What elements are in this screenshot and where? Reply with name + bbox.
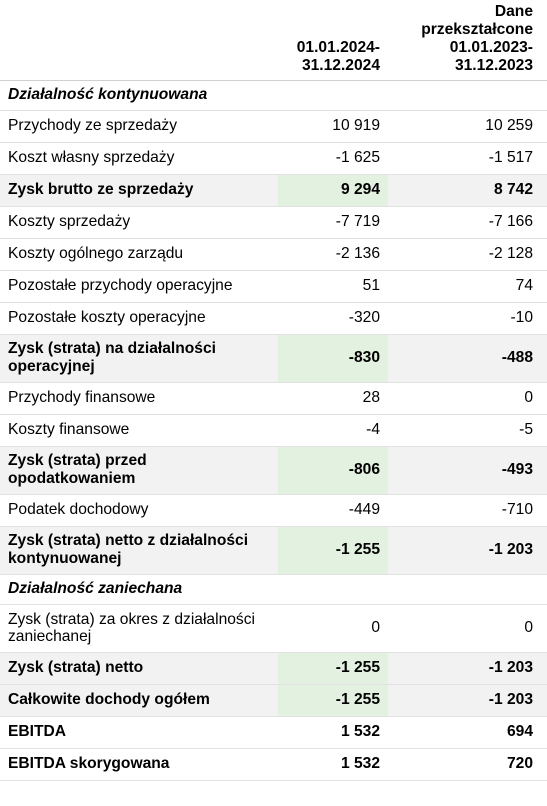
row-label: Zysk (strata) netto <box>0 652 278 685</box>
header-current-line: 31.12.2024 <box>301 56 380 74</box>
row-value-previous: -1 203 <box>388 684 547 717</box>
row-value-current: 10 919 <box>278 110 388 143</box>
row-label: Zysk (strata) za okres z działalności za… <box>0 604 278 653</box>
table-row-subtotal: Zysk brutto ze sprzedaży 9 294 8 742 <box>0 174 547 207</box>
table-row-total: EBITDA skorygowana 1 532 720 <box>0 748 547 781</box>
row-value-current: 1 532 <box>278 716 388 749</box>
section-row-discontinued: Działalność zaniechana <box>0 574 547 605</box>
row-value-previous: 0 <box>388 382 547 415</box>
row-value-previous: 694 <box>388 716 547 749</box>
table-row: Przychody finansowe 28 0 <box>0 382 547 415</box>
row-label: Koszty finansowe <box>0 414 278 447</box>
header-label-column <box>0 0 278 81</box>
row-value-previous: -1 203 <box>388 652 547 685</box>
row-label: Pozostałe przychody operacyjne <box>0 270 278 303</box>
row-label: Koszt własny sprzedaży <box>0 142 278 175</box>
table-row-subtotal: Zysk (strata) netto z działalności konty… <box>0 526 547 575</box>
row-value-previous: 8 742 <box>388 174 547 207</box>
row-value-current <box>278 574 388 605</box>
row-label: Przychody ze sprzedaży <box>0 110 278 143</box>
row-label: Przychody finansowe <box>0 382 278 415</box>
row-value-previous: -2 128 <box>388 238 547 271</box>
financial-statement-table: 01.01.2024- 31.12.2024 Dane przekształco… <box>0 0 547 781</box>
table-row-total: EBITDA 1 532 694 <box>0 716 547 749</box>
table-row: Koszty sprzedaży -7 719 -7 166 <box>0 206 547 239</box>
row-label: Zysk (strata) netto z działalności konty… <box>0 526 278 575</box>
row-value-previous: -493 <box>388 446 547 495</box>
row-value-previous: 10 259 <box>388 110 547 143</box>
row-label: Podatek dochodowy <box>0 494 278 527</box>
row-value-current: -1 255 <box>278 526 388 575</box>
row-value-current: 28 <box>278 382 388 415</box>
row-value-previous <box>388 80 547 111</box>
header-previous-line: 31.12.2023 <box>454 56 533 74</box>
row-value-current: -4 <box>278 414 388 447</box>
row-value-previous: 74 <box>388 270 547 303</box>
table-row: Koszty finansowe -4 -5 <box>0 414 547 447</box>
table-row-subtotal: Całkowite dochody ogółem -1 255 -1 203 <box>0 684 547 717</box>
row-label: Działalność zaniechana <box>0 574 278 605</box>
row-value-current: 0 <box>278 604 388 653</box>
row-value-current: -2 136 <box>278 238 388 271</box>
row-value-previous: 0 <box>388 604 547 653</box>
row-value-previous: -5 <box>388 414 547 447</box>
row-label: EBITDA <box>0 716 278 749</box>
table-row: Przychody ze sprzedaży 10 919 10 259 <box>0 110 547 143</box>
table-row: Pozostałe przychody operacyjne 51 74 <box>0 270 547 303</box>
row-label: Zysk (strata) na działalności operacyjne… <box>0 334 278 383</box>
row-label: EBITDA skorygowana <box>0 748 278 781</box>
table-row-subtotal: Zysk (strata) przed opodatkowaniem -806 … <box>0 446 547 495</box>
row-value-current: -320 <box>278 302 388 335</box>
table-row: Podatek dochodowy -449 -710 <box>0 494 547 527</box>
row-label: Koszty sprzedaży <box>0 206 278 239</box>
row-value-current: -806 <box>278 446 388 495</box>
section-row-continuing: Działalność kontynuowana <box>0 80 547 111</box>
row-value-previous: -710 <box>388 494 547 527</box>
table-row: Koszt własny sprzedaży -1 625 -1 517 <box>0 142 547 175</box>
row-value-current: 51 <box>278 270 388 303</box>
row-label: Pozostałe koszty operacyjne <box>0 302 278 335</box>
row-value-current: -1 625 <box>278 142 388 175</box>
header-current-line: 01.01.2024- <box>296 38 380 56</box>
table-header-row: 01.01.2024- 31.12.2024 Dane przekształco… <box>0 0 547 81</box>
row-value-previous: 720 <box>388 748 547 781</box>
table-row: Koszty ogólnego zarządu -2 136 -2 128 <box>0 238 547 271</box>
row-value-current: -830 <box>278 334 388 383</box>
row-value-current: 9 294 <box>278 174 388 207</box>
table-row: Pozostałe koszty operacyjne -320 -10 <box>0 302 547 335</box>
row-value-current <box>278 80 388 111</box>
header-previous-period: Dane przekształcone 01.01.2023- 31.12.20… <box>388 0 547 81</box>
row-value-current: -1 255 <box>278 652 388 685</box>
row-value-previous: -1 203 <box>388 526 547 575</box>
row-value-previous: -10 <box>388 302 547 335</box>
header-current-period: 01.01.2024- 31.12.2024 <box>278 0 388 81</box>
table-row-subtotal: Zysk (strata) na działalności operacyjne… <box>0 334 547 383</box>
row-value-current: -449 <box>278 494 388 527</box>
row-value-previous: -488 <box>388 334 547 383</box>
row-label: Zysk (strata) przed opodatkowaniem <box>0 446 278 495</box>
table-row-subtotal: Zysk (strata) netto -1 255 -1 203 <box>0 652 547 685</box>
header-previous-line: przekształcone <box>421 20 533 38</box>
row-value-current: -1 255 <box>278 684 388 717</box>
header-previous-line: Dane <box>494 2 533 20</box>
table-row: Zysk (strata) za okres z działalności za… <box>0 604 547 653</box>
row-label: Działalność kontynuowana <box>0 80 278 111</box>
row-value-previous: -1 517 <box>388 142 547 175</box>
row-value-current: -7 719 <box>278 206 388 239</box>
row-value-previous <box>388 574 547 605</box>
row-label: Koszty ogólnego zarządu <box>0 238 278 271</box>
row-label: Całkowite dochody ogółem <box>0 684 278 717</box>
row-value-current: 1 532 <box>278 748 388 781</box>
row-label: Zysk brutto ze sprzedaży <box>0 174 278 207</box>
header-previous-line: 01.01.2023- <box>449 38 533 56</box>
row-value-previous: -7 166 <box>388 206 547 239</box>
